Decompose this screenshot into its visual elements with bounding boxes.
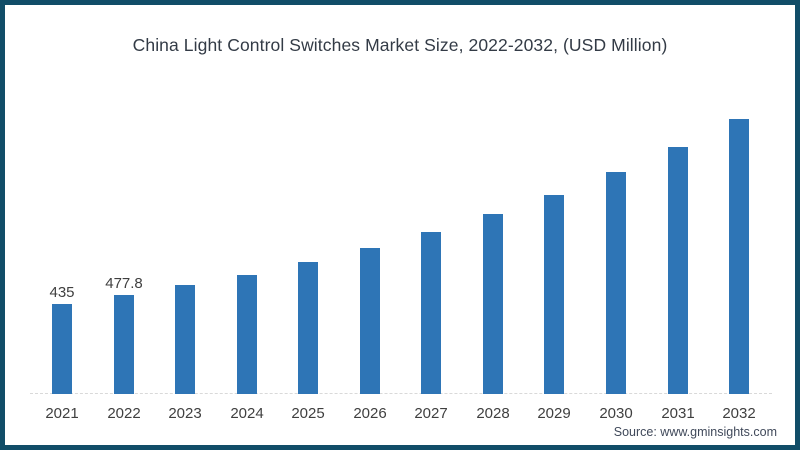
data-label-2021: 435 [49, 284, 75, 301]
x-axis-line [30, 393, 772, 394]
x-tick-2029: 2029 [537, 405, 571, 422]
x-tick-2025: 2025 [291, 405, 325, 422]
x-tick-2021: 2021 [45, 405, 79, 422]
bar-2026 [360, 248, 380, 394]
bar-2031 [668, 147, 688, 394]
x-tick-2023: 2023 [168, 405, 202, 422]
bar-2025 [298, 262, 318, 394]
data-label-2022: 477.8 [105, 275, 143, 292]
plot-area: 2021 435 2022 477.8 2023 2024 2025 2026 2027 2028… [5, 5, 795, 445]
x-tick-2031: 2031 [661, 405, 695, 422]
chart-title: China Light Control Switches Market Size… [132, 35, 668, 55]
bar-2030 [606, 172, 626, 394]
bar-2022 [114, 295, 134, 394]
bar-2029 [544, 195, 564, 394]
bar-2024 [237, 275, 257, 394]
bar-2021 [52, 304, 72, 394]
x-tick-2032: 2032 [722, 405, 756, 422]
bar-2028 [483, 214, 503, 394]
x-tick-2030: 2030 [599, 405, 633, 422]
x-tick-2027: 2027 [414, 405, 448, 422]
x-tick-2026: 2026 [353, 405, 387, 422]
bar-2032 [729, 119, 749, 394]
bar-2023 [175, 285, 195, 394]
x-tick-2028: 2028 [476, 405, 510, 422]
source-text: Source: www.gminsights.com [613, 425, 777, 439]
x-tick-2022: 2022 [107, 405, 141, 422]
x-tick-2024: 2024 [230, 405, 264, 422]
bar-2027 [421, 232, 441, 394]
